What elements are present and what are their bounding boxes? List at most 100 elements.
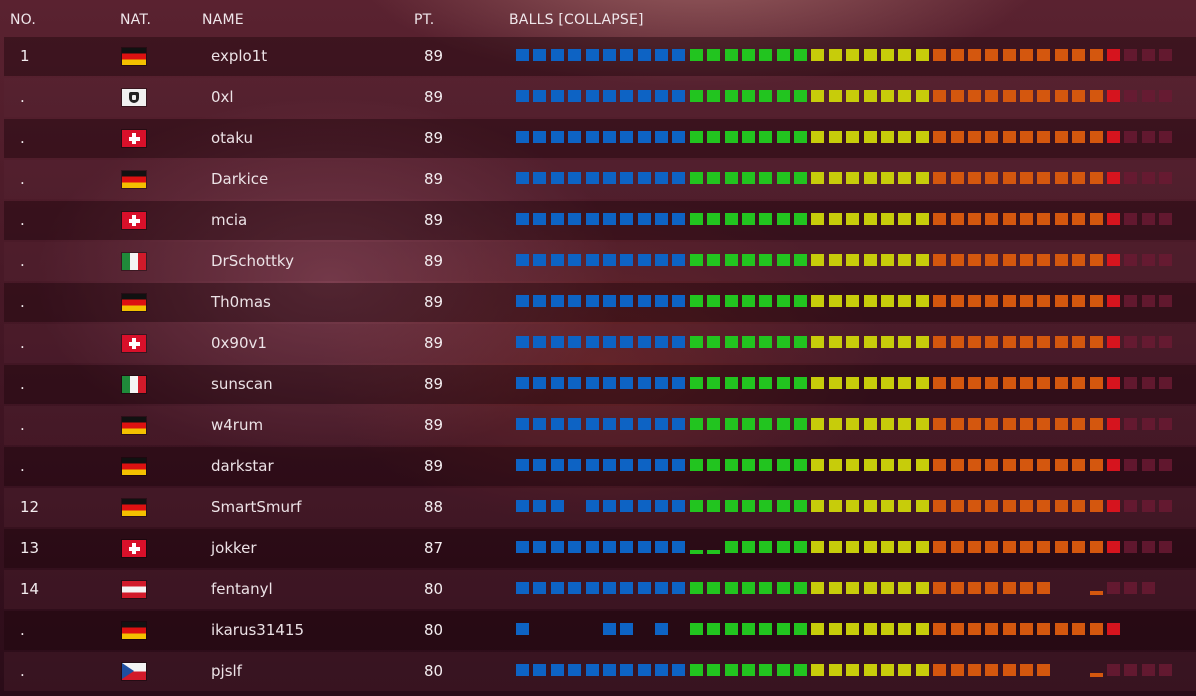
ball-dark: [1124, 459, 1137, 471]
ball-orange: [933, 295, 946, 307]
team-name[interactable]: Th0mas: [211, 293, 271, 311]
balls-bar: [516, 500, 1176, 512]
team-name[interactable]: explo1t: [211, 47, 268, 65]
ball-orange: [985, 500, 998, 512]
team-name[interactable]: 0x90v1: [211, 334, 267, 352]
ball-blue: [603, 377, 616, 389]
ball-orange: [1020, 172, 1033, 184]
ball-blue: [638, 336, 651, 348]
ball-green: [690, 49, 703, 61]
team-name[interactable]: ikarus31415: [211, 621, 304, 639]
team-name[interactable]: jokker: [211, 539, 257, 557]
table-row[interactable]: 1 explo1t 89: [4, 37, 1196, 76]
ball-orange: [1090, 418, 1103, 430]
ball-green: [742, 377, 755, 389]
team-name[interactable]: pjslf: [211, 662, 242, 680]
table-row[interactable]: . Darkice 89: [4, 160, 1196, 199]
rank-cell: .: [20, 88, 25, 106]
ball-orange: [1037, 172, 1050, 184]
team-name[interactable]: sunscan: [211, 375, 273, 393]
ball-blue: [672, 500, 685, 512]
ball-dark: [1142, 254, 1155, 266]
ball-green: [690, 459, 703, 471]
ball-orange: [933, 131, 946, 143]
team-name[interactable]: darkstar: [211, 457, 274, 475]
ball-blue: [551, 582, 564, 594]
ball-yellow: [829, 623, 842, 635]
team-name[interactable]: mcia: [211, 211, 248, 229]
ball-yellow: [846, 459, 859, 471]
table-row[interactable]: . pjslf 80: [4, 652, 1196, 691]
ball-yellow: [846, 49, 859, 61]
header-balls-collapse-toggle[interactable]: BALLS [COLLAPSE]: [509, 12, 644, 28]
ball-dark: [1142, 459, 1155, 471]
ball-green: [794, 623, 807, 635]
header-no[interactable]: NO.: [10, 12, 36, 28]
ball-blue: [533, 336, 546, 348]
ball-red: [1107, 295, 1120, 307]
team-name[interactable]: 0xl: [211, 88, 234, 106]
balls-bar: [516, 90, 1176, 102]
ball-blue: [620, 500, 633, 512]
flag-de-icon: [122, 499, 146, 516]
table-row[interactable]: 14 fentanyl 80: [4, 570, 1196, 609]
header-pt[interactable]: PT.: [414, 12, 435, 28]
table-row[interactable]: . darkstar 89: [4, 447, 1196, 486]
ball-yellow: [916, 459, 929, 471]
ball-orange: [1003, 172, 1016, 184]
table-row[interactable]: . 0xl 89: [4, 78, 1196, 117]
ball-green: [742, 131, 755, 143]
ball-blue: [620, 254, 633, 266]
ball-orange: [1020, 90, 1033, 102]
table-row[interactable]: . w4rum 89: [4, 406, 1196, 445]
header-name[interactable]: NAME: [202, 12, 244, 28]
ball-orange: [1020, 459, 1033, 471]
table-row[interactable]: . ikarus31415 80: [4, 611, 1196, 650]
ball-yellow: [846, 541, 859, 553]
table-row[interactable]: . Th0mas 89: [4, 283, 1196, 322]
header-nat[interactable]: NAT.: [120, 12, 152, 28]
ball-blue: [568, 49, 581, 61]
ball-blue: [638, 131, 651, 143]
table-row[interactable]: . sunscan 89: [4, 365, 1196, 404]
team-name[interactable]: Darkice: [211, 170, 269, 188]
ball-green: [759, 541, 772, 553]
ball-dark: [1142, 213, 1155, 225]
balls-bar: [516, 295, 1176, 307]
ball-yellow: [898, 377, 911, 389]
table-row[interactable]: . 0x90v1 89: [4, 324, 1196, 363]
ball-green: [690, 623, 703, 635]
ball-blue: [533, 664, 546, 676]
table-row[interactable]: . mcia 89: [4, 201, 1196, 240]
table-row[interactable]: 12 SmartSmurf 88: [4, 488, 1196, 527]
ball-green: [725, 295, 738, 307]
table-row[interactable]: 13 jokker 87: [4, 529, 1196, 568]
ball-blue: [568, 213, 581, 225]
team-name[interactable]: SmartSmurf: [211, 498, 302, 516]
table-row[interactable]: . otaku 89: [4, 119, 1196, 158]
ball-yellow: [846, 90, 859, 102]
team-name[interactable]: DrSchottky: [211, 252, 294, 270]
ball-yellow: [864, 336, 877, 348]
ball-yellow: [829, 418, 842, 430]
ball-blue: [655, 49, 668, 61]
table-row[interactable]: . DrSchottky 89: [4, 242, 1196, 281]
team-name[interactable]: otaku: [211, 129, 253, 147]
team-name[interactable]: w4rum: [211, 416, 264, 434]
ball-dark: [1159, 459, 1172, 471]
ball-blue: [568, 172, 581, 184]
ball-blue: [655, 541, 668, 553]
ball-green: [759, 295, 772, 307]
ball-red: [1107, 336, 1120, 348]
ball-blue: [638, 459, 651, 471]
ball-dark: [1124, 336, 1137, 348]
team-name[interactable]: fentanyl: [211, 580, 273, 598]
ball-yellow: [916, 541, 929, 553]
ball-blue: [603, 213, 616, 225]
ball-blue: [533, 541, 546, 553]
ball-orange: [1037, 377, 1050, 389]
ball-orange: [968, 295, 981, 307]
ball-blue: [672, 90, 685, 102]
ball-blue: [672, 377, 685, 389]
ball-orange: [1037, 295, 1050, 307]
